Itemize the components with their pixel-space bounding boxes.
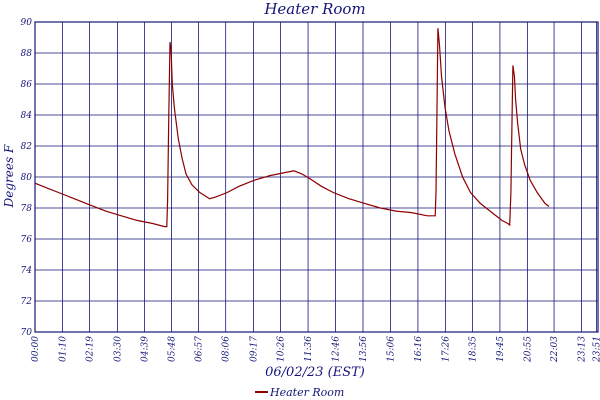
x-tick-label: 10:26 bbox=[277, 336, 287, 362]
legend-label: Heater Room bbox=[269, 386, 344, 399]
y-tick-label: 84 bbox=[21, 111, 33, 121]
x-tick-label: 09:17 bbox=[250, 336, 260, 362]
x-tick-label: 06:57 bbox=[195, 336, 205, 362]
y-tick-labels: 70 72 74 76 78 80 82 84 86 88 90 bbox=[21, 18, 33, 338]
plot-frame bbox=[34, 21, 599, 333]
y-tick-label: 74 bbox=[21, 266, 33, 276]
x-tick-label: 13:56 bbox=[359, 336, 369, 362]
x-tick-label: 17:26 bbox=[441, 336, 451, 362]
y-tick-label: 80 bbox=[21, 173, 33, 183]
x-axis-label: 06/02/23 (EST) bbox=[265, 365, 365, 380]
x-tick-labels: 00:00 01:10 02:19 03:30 04:39 05:48 06:57 08:06… bbox=[31, 336, 600, 363]
y-tick-label: 82 bbox=[21, 142, 33, 152]
y-tick-label: 70 bbox=[21, 328, 33, 338]
x-tick-label: 11:36 bbox=[304, 336, 314, 362]
y-axis-label: Degrees F bbox=[2, 144, 16, 208]
x-tick-label: 01:10 bbox=[58, 336, 68, 362]
x-tick-label: 08:06 bbox=[222, 336, 232, 362]
y-tick-label: 72 bbox=[21, 297, 33, 307]
y-tick-label: 78 bbox=[21, 204, 33, 214]
series-line-heater-room bbox=[34, 28, 550, 228]
y-tick-label: 76 bbox=[21, 235, 33, 245]
x-tick-label: 23:51 bbox=[592, 336, 600, 363]
y-tick-label: 86 bbox=[21, 80, 33, 90]
chart-title: Heater Room bbox=[263, 0, 365, 18]
x-tick-label: 22:03 bbox=[550, 336, 560, 363]
y-tick-label: 88 bbox=[21, 49, 33, 59]
x-tick-label: 23:13 bbox=[578, 336, 588, 363]
x-tick-label: 12:46 bbox=[332, 336, 342, 362]
x-tick-label: 16:16 bbox=[414, 336, 424, 362]
x-tick-label: 02:19 bbox=[86, 336, 96, 362]
x-tick-label: 18:35 bbox=[468, 336, 478, 362]
legend: Heater Room bbox=[255, 386, 344, 399]
x-tick-label: 04:39 bbox=[140, 336, 150, 362]
x-tick-label: 03:30 bbox=[113, 336, 123, 362]
x-tick-label: 00:00 bbox=[31, 336, 41, 362]
x-tick-label: 19:45 bbox=[496, 336, 506, 362]
x-tick-label: 05:48 bbox=[168, 336, 178, 362]
x-tick-label: 20:55 bbox=[523, 336, 533, 363]
y-tick-label: 90 bbox=[21, 18, 33, 28]
x-tick-label: 15:06 bbox=[386, 336, 396, 362]
